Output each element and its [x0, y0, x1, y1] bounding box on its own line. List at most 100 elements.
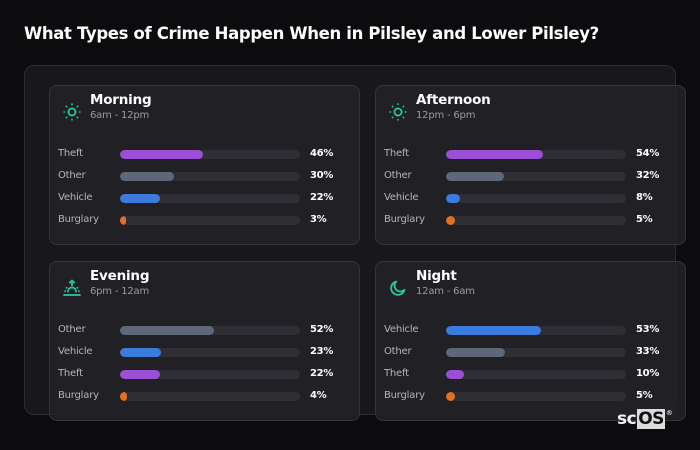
bar-track — [120, 150, 300, 159]
card-title: Night — [416, 268, 457, 284]
bar-label: Vehicle — [58, 346, 93, 357]
card-morning: Morning 6am - 12pm Theft 46% Other 30% V… — [49, 85, 360, 245]
bar-row: Burglary 5% — [384, 213, 679, 235]
card-afternoon: Afternoon 12pm - 6pm Theft 54% Other 32%… — [375, 85, 686, 245]
bar-fill — [120, 172, 174, 181]
bar-fill — [446, 216, 455, 225]
bar-label: Other — [58, 170, 86, 181]
bar-fill — [120, 348, 162, 357]
bar-fill — [446, 392, 455, 401]
bar-row: Vehicle 22% — [58, 191, 353, 213]
bar-track — [446, 216, 626, 225]
bar-value: 10% — [636, 368, 660, 379]
bar-label: Burglary — [58, 390, 99, 401]
sun-icon — [62, 102, 82, 122]
bar-track — [120, 392, 300, 401]
bar-row: Vehicle 23% — [58, 345, 353, 367]
card-time-range: 12pm - 6pm — [416, 110, 476, 121]
bar-value: 5% — [636, 214, 653, 225]
bar-label: Burglary — [384, 214, 425, 225]
card-title: Morning — [90, 92, 152, 108]
bar-value: 46% — [310, 148, 334, 159]
bar-label: Theft — [58, 148, 83, 159]
bar-fill — [446, 150, 544, 159]
bar-row: Other 30% — [58, 169, 353, 191]
bar-value: 4% — [310, 390, 327, 401]
registered-mark: ® — [665, 409, 673, 417]
page-title: What Types of Crime Happen When in Pilsl… — [24, 24, 599, 43]
sun-icon — [388, 102, 408, 122]
bar-track — [446, 326, 626, 335]
bar-fill — [446, 326, 542, 335]
watermark-sc: sc — [617, 409, 637, 429]
bar-label: Burglary — [384, 390, 425, 401]
bar-value: 53% — [636, 324, 660, 335]
bar-value: 23% — [310, 346, 334, 357]
bar-fill — [120, 150, 203, 159]
bar-row: Theft 46% — [58, 147, 353, 169]
bar-value: 3% — [310, 214, 327, 225]
bar-label: Vehicle — [58, 192, 93, 203]
bar-fill — [446, 370, 464, 379]
bar-fill — [120, 194, 160, 203]
moon-icon — [388, 278, 408, 298]
bar-track — [446, 172, 626, 181]
card-time-range: 6am - 12pm — [90, 110, 150, 121]
bar-value: 30% — [310, 170, 334, 181]
bar-track — [446, 194, 626, 203]
bar-label: Other — [58, 324, 86, 335]
bar-label: Vehicle — [384, 192, 419, 203]
bar-value: 52% — [310, 324, 334, 335]
card-time-range: 6pm - 12am — [90, 286, 150, 297]
bar-label: Other — [384, 346, 412, 357]
bar-list: Other 52% Vehicle 23% Theft 22% Burglary… — [58, 323, 353, 411]
bar-fill — [120, 392, 128, 401]
bar-fill — [446, 172, 504, 181]
bar-row: Vehicle 53% — [384, 323, 679, 345]
bar-track — [120, 326, 300, 335]
card-time-range: 12am - 6am — [416, 286, 475, 297]
bar-label: Theft — [384, 368, 409, 379]
bar-track — [120, 216, 300, 225]
bar-row: Theft 10% — [384, 367, 679, 389]
bar-track — [446, 348, 626, 357]
bar-row: Burglary 4% — [58, 389, 353, 411]
bar-value: 22% — [310, 192, 334, 203]
bar-label: Burglary — [58, 214, 99, 225]
scos-watermark-logo: sc OS ® — [617, 409, 673, 429]
bar-row: Theft 54% — [384, 147, 679, 169]
bar-track — [120, 172, 300, 181]
bar-row: Burglary 5% — [384, 389, 679, 411]
sunset-icon — [62, 278, 82, 298]
bar-row: Vehicle 8% — [384, 191, 679, 213]
bar-value: 54% — [636, 148, 660, 159]
bar-track — [120, 348, 300, 357]
bar-value: 8% — [636, 192, 653, 203]
bar-fill — [446, 194, 461, 203]
bar-label: Vehicle — [384, 324, 419, 335]
bar-fill — [446, 348, 506, 357]
bar-fill — [120, 216, 126, 225]
bar-track — [120, 194, 300, 203]
bar-value: 5% — [636, 390, 653, 401]
bar-track — [446, 392, 626, 401]
card-title: Evening — [90, 268, 150, 284]
bar-value: 33% — [636, 346, 660, 357]
bar-row: Other 33% — [384, 345, 679, 367]
bar-label: Theft — [58, 368, 83, 379]
card-title: Afternoon — [416, 92, 491, 108]
bar-value: 32% — [636, 170, 660, 181]
bar-label: Theft — [384, 148, 409, 159]
bar-list: Theft 46% Other 30% Vehicle 22% Burglary… — [58, 147, 353, 235]
bar-list: Theft 54% Other 32% Vehicle 8% Burglary … — [384, 147, 679, 235]
bar-track — [446, 370, 626, 379]
bar-row: Other 32% — [384, 169, 679, 191]
bar-label: Other — [384, 170, 412, 181]
bar-list: Vehicle 53% Other 33% Theft 10% Burglary… — [384, 323, 679, 411]
bar-track — [446, 150, 626, 159]
bar-row: Burglary 3% — [58, 213, 353, 235]
bar-value: 22% — [310, 368, 334, 379]
bar-fill — [120, 326, 214, 335]
bar-row: Other 52% — [58, 323, 353, 345]
bar-fill — [120, 370, 160, 379]
